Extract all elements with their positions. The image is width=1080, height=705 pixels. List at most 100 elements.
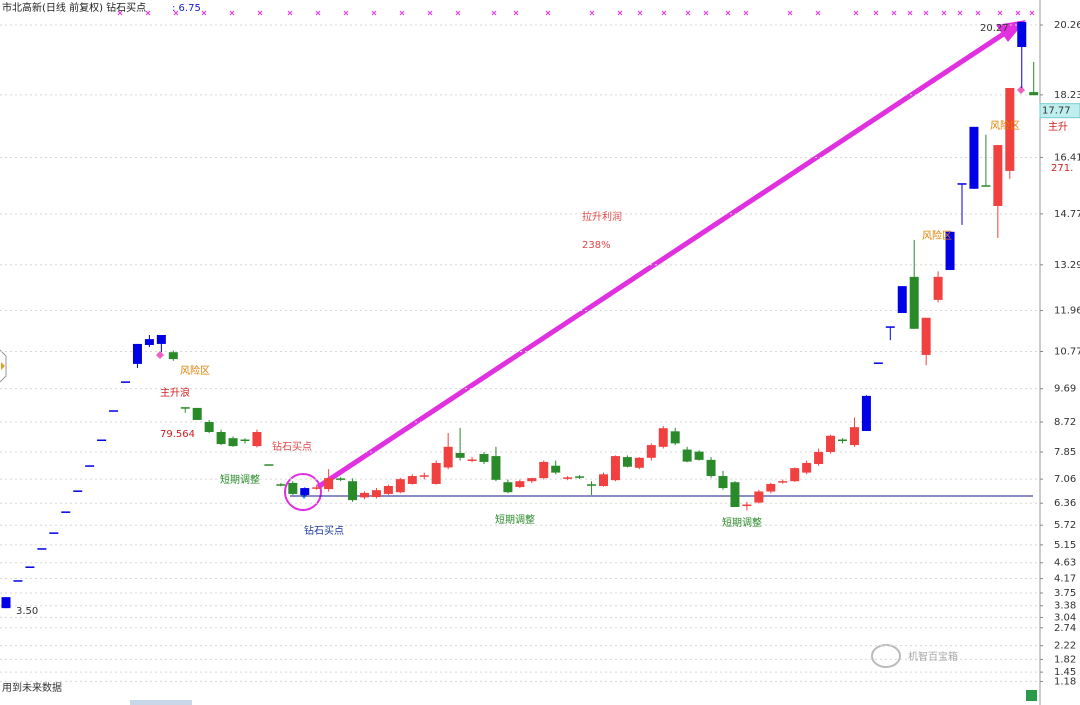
candle-body — [646, 445, 656, 458]
candle-body — [479, 454, 489, 462]
corner-icon — [1026, 690, 1037, 701]
candle-body — [599, 474, 608, 487]
signal-marker — [117, 10, 123, 16]
candle-body — [348, 481, 358, 501]
candle-body — [371, 490, 381, 498]
signal-marker — [371, 10, 377, 16]
candle-body — [670, 431, 680, 444]
signal-marker — [399, 10, 405, 16]
annotation: 风险区 — [180, 364, 210, 377]
candle-body — [921, 317, 931, 355]
signal-marker — [343, 10, 349, 16]
y-tick-label: 5.72 — [1054, 520, 1076, 531]
candle-body — [563, 477, 573, 479]
signal-marker — [173, 10, 179, 16]
side-handle-icon — [1, 362, 5, 370]
annotation: 271. — [1051, 163, 1073, 174]
candle-body — [443, 446, 453, 468]
candle-body — [395, 479, 405, 493]
candle-body — [575, 476, 585, 478]
signal-marker — [703, 10, 709, 16]
signal-marker — [1029, 10, 1035, 16]
y-tick-label: 4.63 — [1054, 558, 1076, 569]
y-tick-label: 11.96 — [1054, 306, 1080, 317]
signal-marker — [853, 10, 859, 16]
y-tick-label: 9.69 — [1054, 384, 1076, 395]
y-tick-label: 13.29 — [1054, 260, 1080, 271]
annotation: 拉升利润 — [582, 210, 622, 223]
y-tick-label: 3.38 — [1054, 601, 1076, 612]
candle-body — [826, 435, 836, 452]
y-tick-label: 14.77 — [1054, 209, 1080, 220]
signal-marker — [257, 10, 263, 16]
annotation: 主升 — [1048, 121, 1068, 133]
candle-body — [861, 395, 871, 431]
signal-marker — [287, 10, 293, 16]
candle-body — [37, 548, 47, 550]
candle-body — [216, 432, 226, 445]
candle-body — [407, 476, 417, 484]
signal-marker — [229, 10, 235, 16]
candle-body — [897, 286, 907, 313]
candle-body — [706, 459, 716, 477]
y-tick-label: 8.72 — [1054, 417, 1076, 428]
signal-marker — [997, 10, 1003, 16]
y-tick-label: 3.75 — [1054, 588, 1076, 599]
candle-body — [156, 334, 166, 344]
candle-body — [838, 439, 847, 442]
candle-body — [360, 492, 369, 498]
annotation: 短期调整 — [220, 473, 260, 486]
candle-body — [455, 452, 465, 458]
candle-body — [324, 478, 334, 490]
signal-marker — [545, 10, 551, 16]
candle-body — [551, 465, 561, 473]
buy-point-circle — [284, 473, 322, 511]
annotation: 238% — [582, 240, 611, 251]
signal-marker — [815, 10, 821, 16]
candle-body — [933, 276, 943, 300]
signal-marker — [787, 10, 793, 16]
signal-marker — [941, 10, 947, 16]
scrollbar — [130, 700, 192, 705]
candle-body — [288, 482, 298, 494]
signal-marker — [589, 10, 595, 16]
candle-body — [539, 461, 549, 479]
candle-body — [240, 439, 250, 442]
candle-body — [121, 381, 130, 383]
candle-body — [1029, 92, 1039, 96]
candle-body — [61, 511, 71, 513]
candle-body — [467, 459, 477, 461]
candle-body — [981, 185, 991, 187]
candle-body — [849, 427, 859, 446]
candle-body — [264, 464, 274, 466]
signal-marker — [145, 10, 151, 16]
candle-body — [228, 438, 238, 447]
signal-marker — [661, 10, 667, 16]
signal-marker — [743, 10, 749, 16]
price-tag-label: 17.77 — [1042, 106, 1071, 117]
y-tick-label: 18.23 — [1054, 90, 1080, 101]
candle-body — [515, 481, 525, 488]
candle-body — [957, 183, 967, 185]
candle-body — [587, 484, 597, 486]
signal-marker — [975, 10, 981, 16]
price-tag — [1039, 103, 1080, 119]
candle-body — [802, 462, 812, 473]
candle-body — [622, 457, 632, 467]
signal-marker — [427, 10, 433, 16]
candle-body — [527, 478, 537, 482]
annotation: 主升浪 — [160, 386, 190, 399]
y-tick-label: 6.36 — [1054, 498, 1076, 509]
annotation: 短期调整 — [722, 516, 762, 529]
y-tick-label: 5.15 — [1054, 540, 1076, 551]
signal-marker — [491, 10, 497, 16]
y-tick-label: 1.82 — [1054, 654, 1076, 665]
y-tick-label: 2.74 — [1054, 623, 1076, 634]
candle-body — [1017, 21, 1027, 48]
annotation: 机智百宝箱 — [908, 650, 958, 663]
candle-body — [276, 484, 286, 486]
candle-body — [180, 407, 190, 409]
y-tick-label: 16.41 — [1054, 152, 1080, 163]
signal-marker — [685, 10, 691, 16]
